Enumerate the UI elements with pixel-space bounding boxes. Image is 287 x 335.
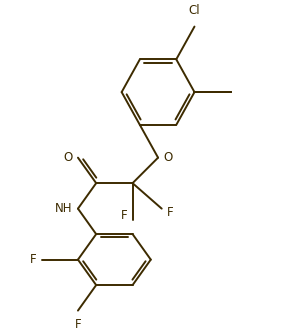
Text: Cl: Cl [189,4,200,17]
Text: F: F [121,209,127,222]
Text: F: F [75,318,81,331]
Text: NH: NH [55,202,73,215]
Text: O: O [63,151,73,164]
Text: F: F [30,253,36,266]
Text: F: F [167,206,174,219]
Text: O: O [164,151,173,164]
